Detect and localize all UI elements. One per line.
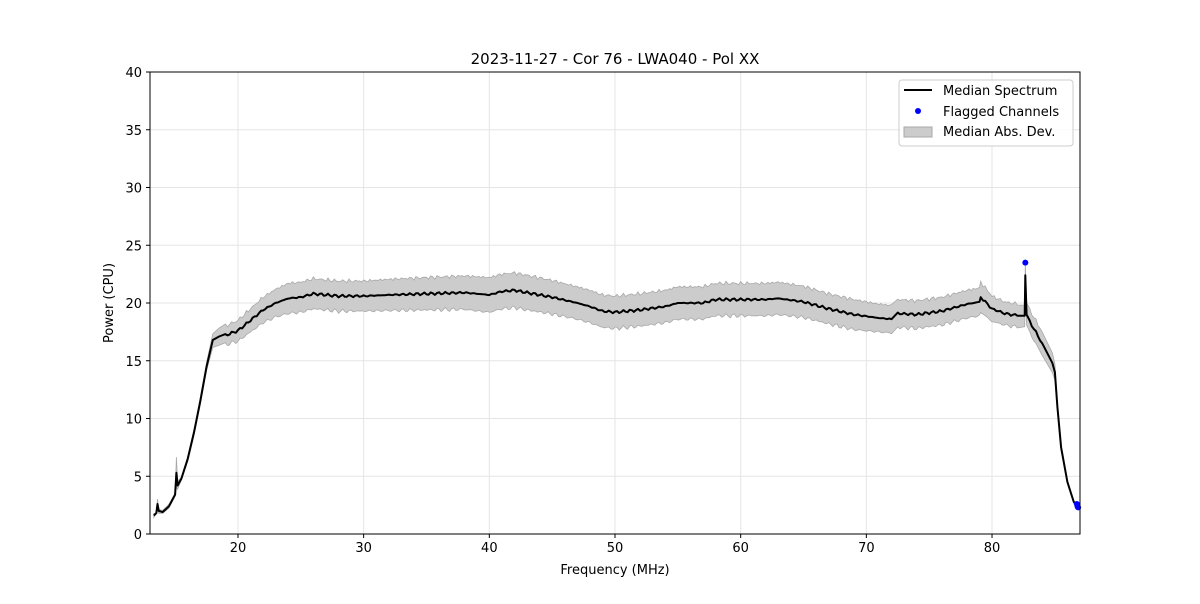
legend-flagged-channels: Flagged Channels (943, 105, 1059, 120)
median-spectrum-line (153, 274, 1080, 517)
x-tick-label: 50 (607, 541, 624, 556)
flagged-channels (1022, 259, 1082, 511)
x-tick-label: 60 (732, 541, 749, 556)
x-tick-label: 70 (858, 541, 875, 556)
x-tick-label: 40 (481, 541, 498, 556)
legend-median-abs-dev: Median Abs. Dev. (943, 125, 1055, 140)
y-tick-label: 25 (125, 239, 142, 254)
y-tick-label: 15 (125, 355, 142, 370)
x-tick-label: 20 (230, 541, 247, 556)
median-abs-dev-band (153, 262, 1080, 520)
legend-band-swatch (903, 126, 933, 138)
y-tick-label: 0 (134, 528, 142, 543)
y-tick-label: 5 (134, 470, 142, 485)
y-tick-label: 30 (125, 182, 142, 197)
y-axis-label: Power (CPU) (102, 263, 117, 343)
y-tick-label: 20 (125, 297, 142, 312)
flagged-channel-point (1022, 259, 1029, 266)
chart-title: 2023-11-27 - Cor 76 - LWA040 - Pol XX (471, 50, 760, 68)
y-tick-label: 40 (125, 66, 142, 81)
legend: Median Spectrum Flagged Channels Median … (898, 79, 1074, 147)
legend-flag-swatch (915, 108, 921, 114)
y-tick-label: 35 (125, 124, 142, 139)
y-axis: 0 5 10 15 20 25 30 35 40 (125, 66, 150, 543)
x-tick-label: 30 (355, 541, 372, 556)
y-tick-label: 10 (125, 413, 142, 428)
legend-median-spectrum: Median Spectrum (943, 84, 1057, 99)
x-axis: 20 30 40 50 60 70 80 (230, 534, 1001, 556)
x-tick-label: 80 (984, 541, 1001, 556)
x-axis-label: Frequency (MHz) (560, 563, 669, 578)
